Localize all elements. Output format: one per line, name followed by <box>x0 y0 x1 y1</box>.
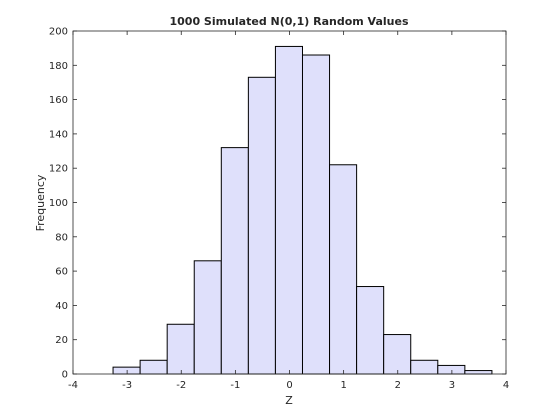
x-axis-label: Z <box>285 394 293 407</box>
y-tick-label: 120 <box>49 164 68 175</box>
y-tick-label: 140 <box>49 129 68 140</box>
histogram-bar-6 <box>274 45 303 375</box>
x-tick-label: 2 <box>395 380 401 391</box>
y-tick-label: 60 <box>55 267 68 278</box>
x-tick-label: -4 <box>68 380 78 391</box>
y-tick-label: 200 <box>49 27 68 38</box>
histogram-bar-10 <box>383 334 412 375</box>
bars-group <box>112 45 493 375</box>
y-tick-label: 100 <box>49 198 68 209</box>
histogram-bar-0 <box>112 366 141 375</box>
x-tick-label: 0 <box>286 380 292 391</box>
histogram-bar-5 <box>247 76 276 375</box>
x-tick-label: 1 <box>340 380 346 391</box>
y-tick-label: 0 <box>62 370 68 381</box>
histogram-bar-4 <box>220 147 249 375</box>
histogram-bar-12 <box>437 364 466 375</box>
x-tick-label: 3 <box>449 380 455 391</box>
x-tick-label: 4 <box>503 380 509 391</box>
histogram-bar-8 <box>329 164 358 375</box>
y-tick-label: 180 <box>49 61 68 72</box>
histogram-bar-2 <box>166 323 195 375</box>
histogram-bar-3 <box>193 260 222 375</box>
y-tick-label: 40 <box>55 301 68 312</box>
histogram-bar-1 <box>139 359 168 375</box>
y-axis-label: Frequency <box>34 174 47 231</box>
histogram-bar-9 <box>356 286 385 375</box>
y-tick-label: 20 <box>55 335 68 346</box>
y-tick-label: 80 <box>55 232 68 243</box>
histogram-bar-13 <box>464 370 493 375</box>
y-tick-label: 160 <box>49 95 68 106</box>
x-tick-label: -2 <box>176 380 186 391</box>
histogram-bar-7 <box>301 54 331 375</box>
chart-title: 1000 Simulated N(0,1) Random Values <box>169 15 408 28</box>
histogram-bar-11 <box>410 359 439 375</box>
x-tick-label: -3 <box>122 380 132 391</box>
x-tick-label: -1 <box>230 380 240 391</box>
